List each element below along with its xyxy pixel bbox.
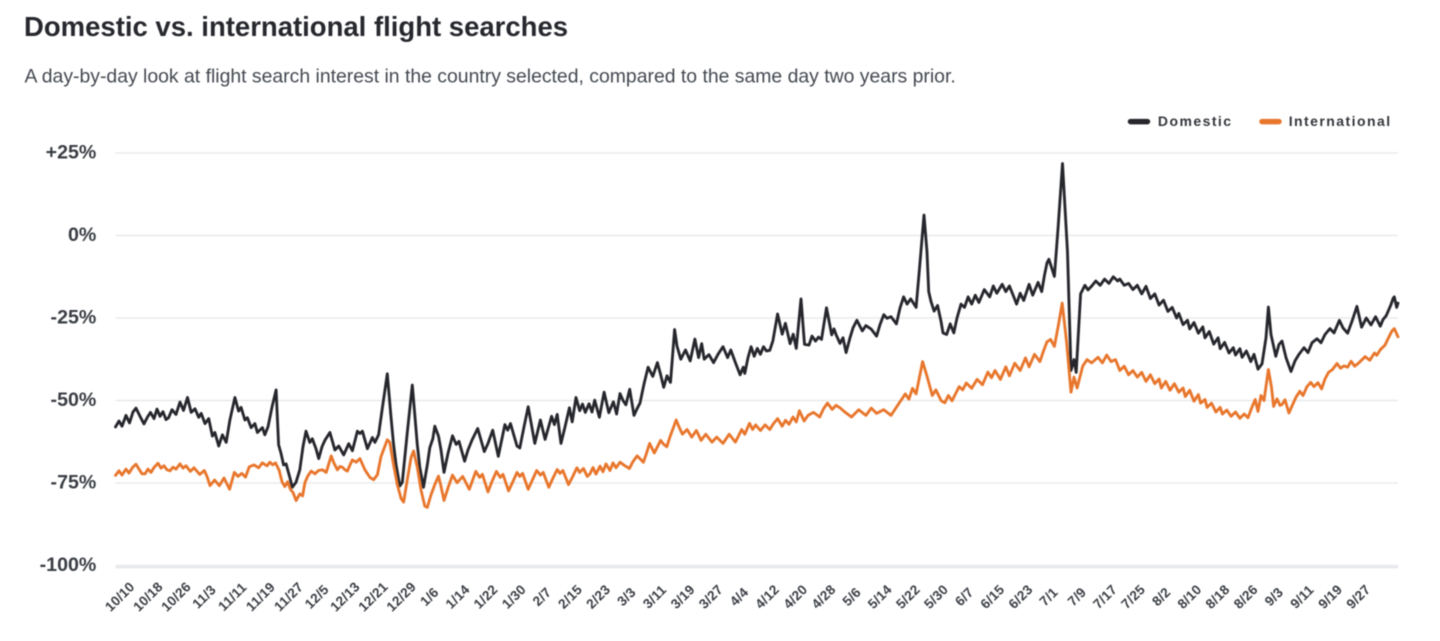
svg-text:-75%: -75% [51,472,97,494]
svg-text:-50%: -50% [51,389,97,411]
svg-text:Domestic vs. international fli: Domestic vs. international flight search… [24,11,568,42]
svg-text:-25%: -25% [51,307,97,329]
svg-text:International: International [1289,113,1392,129]
svg-text:Domestic: Domestic [1158,113,1233,129]
svg-text:-100%: -100% [40,554,97,576]
svg-text:A day-by-day look at flight se: A day-by-day look at flight search inter… [25,65,956,87]
svg-text:+25%: +25% [46,142,97,164]
svg-text:0%: 0% [68,224,96,246]
